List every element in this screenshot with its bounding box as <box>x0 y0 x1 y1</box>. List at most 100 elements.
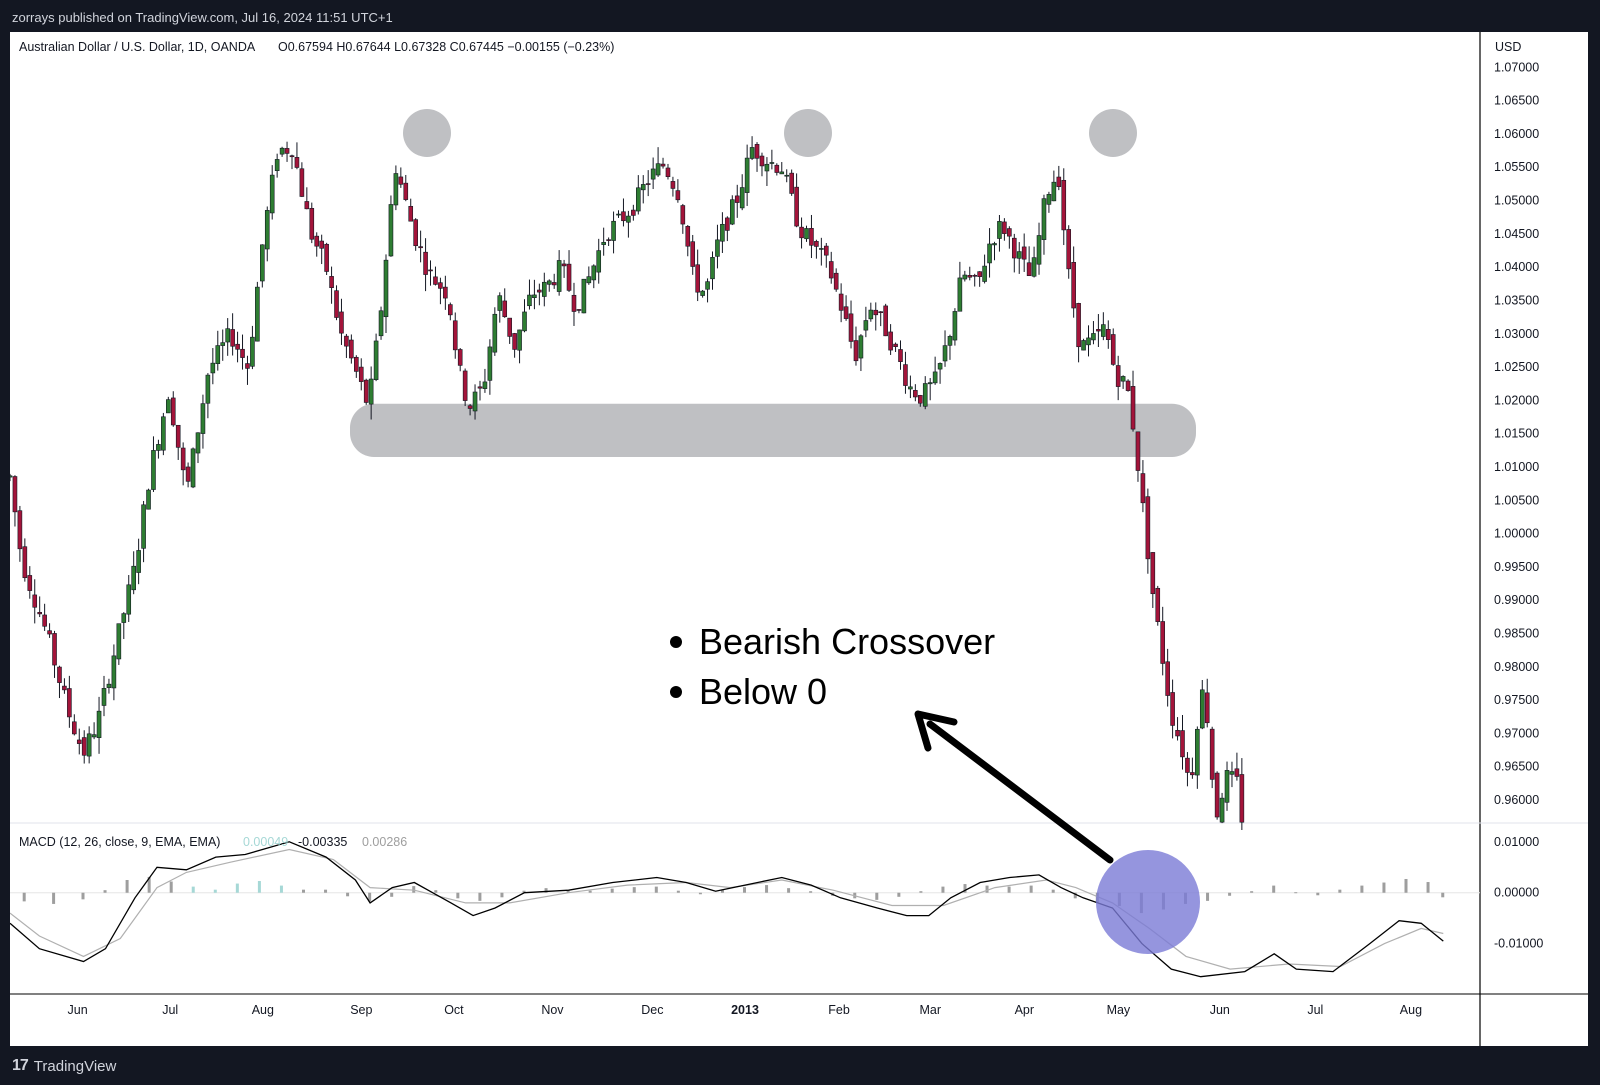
macd-histogram-bar <box>324 889 328 893</box>
macd-histogram-bar <box>632 887 636 893</box>
candle-body <box>616 213 621 216</box>
candle-body <box>314 235 320 247</box>
candle-body <box>1160 621 1166 664</box>
candle-body <box>324 243 329 272</box>
candle-body <box>101 688 107 706</box>
candle-body <box>62 685 67 691</box>
footer-bar: 17 TradingView <box>0 1046 1600 1085</box>
candle-body <box>175 424 181 448</box>
candle-body <box>784 174 790 177</box>
candle-body <box>690 241 696 267</box>
macd-histogram-bar <box>1206 892 1210 901</box>
candle-body <box>151 450 156 490</box>
candle-body <box>1105 329 1111 340</box>
macd-histogram-bar <box>1073 892 1077 899</box>
candle-body <box>106 683 112 688</box>
candle-body <box>358 366 364 382</box>
candle-body <box>260 244 265 282</box>
candle-body <box>621 211 626 222</box>
macd-pane <box>9 841 1480 978</box>
chart-area[interactable]: Australian Dollar / U.S. Dollar, 1D, OAN… <box>7 32 1588 1046</box>
price-tick-label: 0.96000 <box>1494 793 1539 807</box>
candle-body <box>1175 730 1180 737</box>
candle-body <box>319 240 324 249</box>
ohlc-readout: O0.67594 H0.67644 L0.67328 C0.67445 −0.0… <box>278 40 614 54</box>
candle-body <box>715 239 720 257</box>
candle-body <box>1150 552 1156 595</box>
candle-body <box>1061 179 1067 231</box>
macd-tick-label: 0.01000 <box>1494 835 1539 849</box>
price-tick-label: 0.96500 <box>1494 760 1539 774</box>
candle-body <box>502 300 508 318</box>
candle-body <box>294 157 300 168</box>
macd-histogram-bar <box>1338 889 1342 893</box>
candle-body <box>561 263 567 267</box>
macd-histogram-bar <box>1426 882 1430 893</box>
candle-body <box>1140 473 1146 504</box>
candle-body <box>635 187 641 212</box>
macd-histogram-bar <box>544 888 548 893</box>
candle-body <box>1016 251 1022 259</box>
candle-body <box>240 348 245 358</box>
candle-body <box>438 282 443 289</box>
price-tick-label: 1.03000 <box>1494 327 1539 341</box>
price-tick-label: 0.99000 <box>1494 593 1539 607</box>
candle-body <box>210 362 216 374</box>
candle-body <box>180 447 186 471</box>
candle-body <box>1165 661 1170 696</box>
candle-body <box>908 386 913 390</box>
candle-body <box>289 155 295 158</box>
tradingview-logo[interactable]: 17 TradingView <box>12 1057 116 1075</box>
candle-body <box>235 343 240 350</box>
candle-body <box>977 271 982 277</box>
candle-body <box>611 220 616 241</box>
candle-body <box>388 204 394 257</box>
chart-canvas[interactable]: Australian Dollar / U.S. Dollar, 1D, OAN… <box>7 32 1588 1046</box>
candle-body <box>1120 376 1126 382</box>
macd-histogram-bar <box>1441 892 1445 898</box>
candle-body <box>571 294 577 312</box>
candle-body <box>982 265 987 282</box>
candle-body <box>1209 728 1215 780</box>
time-scale[interactable]: Jun Jul Aug Sep Oct Nov Dec 2013 Feb Mar Apr May Jun… <box>68 1003 1423 1017</box>
macd-histogram-bar <box>279 885 283 893</box>
candle-body <box>626 215 631 223</box>
time-tick-label: Aug <box>252 1003 274 1017</box>
time-tick-label: 2013 <box>731 1003 759 1017</box>
macd-histogram-bar <box>1316 892 1320 896</box>
candle-body <box>344 335 349 347</box>
macd-histogram-bar <box>147 876 151 893</box>
candle-body <box>264 210 270 250</box>
price-scale[interactable]: 1.07000 1.06500 1.06000 1.05500 1.05000 1.045… <box>1494 60 1539 807</box>
macd-histogram-bar <box>434 890 438 893</box>
price-tick-label: 1.06000 <box>1494 127 1539 141</box>
candle-body <box>161 416 166 451</box>
candle-body <box>91 734 97 738</box>
candle-body <box>992 243 997 246</box>
macd-histogram-bar <box>191 886 195 893</box>
macd-histogram-bar <box>1051 889 1055 893</box>
candle-body <box>1110 334 1116 365</box>
macd-histogram-bar <box>654 886 658 893</box>
candle-body <box>858 335 864 359</box>
candle-body <box>759 155 765 167</box>
candle-body <box>739 187 745 209</box>
candle-body <box>428 269 433 272</box>
macd-histogram-bar <box>302 889 305 893</box>
candle-body <box>734 195 740 203</box>
time-tick-label: Apr <box>1015 1003 1034 1017</box>
candle-body <box>67 688 72 718</box>
price-tick-label: 0.97000 <box>1494 726 1539 740</box>
candle-body <box>804 228 809 240</box>
price-tick-label: 1.01000 <box>1494 460 1539 474</box>
candle-body <box>596 250 602 273</box>
candle-body <box>720 223 725 242</box>
candle-body <box>373 340 379 380</box>
macd-histogram-bar <box>500 892 504 898</box>
candle-body <box>695 264 700 293</box>
candle-body <box>591 265 597 281</box>
candle-body <box>408 205 414 222</box>
currency-label[interactable]: USD <box>1495 40 1521 54</box>
candle-body <box>873 309 879 316</box>
macd-scale[interactable]: 0.01000 0.00000 -0.01000 <box>1494 835 1543 951</box>
